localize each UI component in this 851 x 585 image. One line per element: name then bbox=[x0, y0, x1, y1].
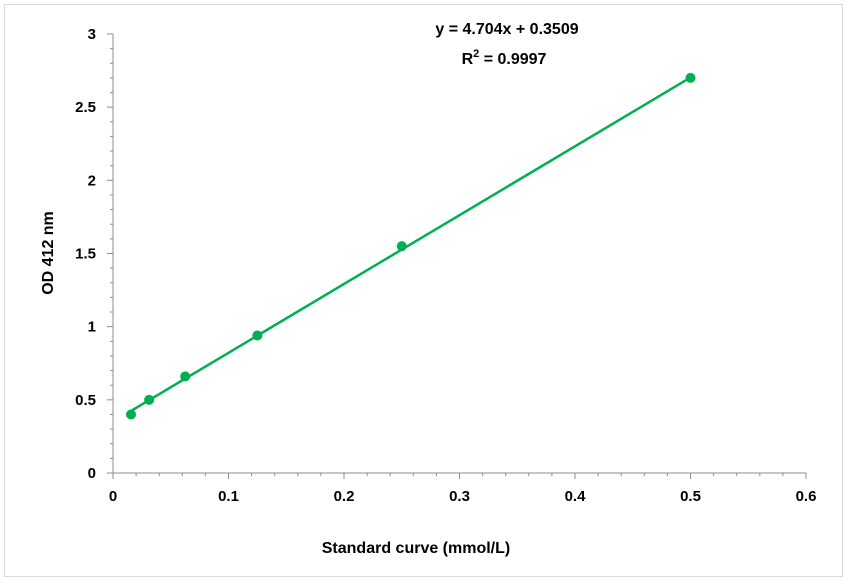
x-axis-title: Standard curve (mmol/L) bbox=[322, 540, 510, 557]
x-tick-label: 0.1 bbox=[218, 488, 239, 505]
y-tick-label: 2 bbox=[88, 172, 96, 189]
x-tick-label: 0.3 bbox=[449, 488, 470, 505]
data-point bbox=[144, 394, 155, 405]
x-tick-label: 0.4 bbox=[565, 488, 587, 505]
y-tick-label: 1 bbox=[88, 319, 96, 336]
trendline-layer bbox=[130, 76, 692, 412]
linear-trendline bbox=[130, 76, 692, 412]
y-tick-label: 1.5 bbox=[75, 246, 96, 263]
x-tick-label: 0.2 bbox=[334, 488, 355, 505]
axes bbox=[107, 33, 807, 479]
data-point bbox=[252, 330, 263, 341]
data-point bbox=[685, 72, 696, 83]
tick-labels: 0 0.5 1 1.5 2 2.5 3 0 0.1 0.2 0.3 0.4 0.5 0.6 bbox=[75, 26, 816, 505]
data-point bbox=[126, 409, 137, 420]
data-points bbox=[126, 72, 696, 420]
x-tick-label: 0 bbox=[109, 488, 117, 505]
y-tick-label: 0.5 bbox=[75, 392, 96, 409]
r2-prefix: R bbox=[462, 51, 474, 68]
y-axis-title: OD 412 nm bbox=[40, 211, 57, 295]
x-tick-label: 0.6 bbox=[796, 488, 817, 505]
data-point bbox=[396, 241, 407, 252]
r2-superscript: 2 bbox=[473, 48, 479, 60]
r2-value: = 0.9997 bbox=[479, 51, 546, 68]
x-tick-label: 0.5 bbox=[680, 488, 701, 505]
y-tick-label: 3 bbox=[88, 26, 96, 43]
r-squared-label: R2 = 0.9997 bbox=[462, 48, 547, 68]
trendline-equation: y = 4.704x + 0.3509 bbox=[435, 21, 578, 38]
y-tick-label: 2.5 bbox=[75, 99, 96, 116]
data-point bbox=[180, 371, 191, 382]
chart-frame bbox=[4, 4, 843, 577]
y-tick-label: 0 bbox=[88, 465, 96, 482]
